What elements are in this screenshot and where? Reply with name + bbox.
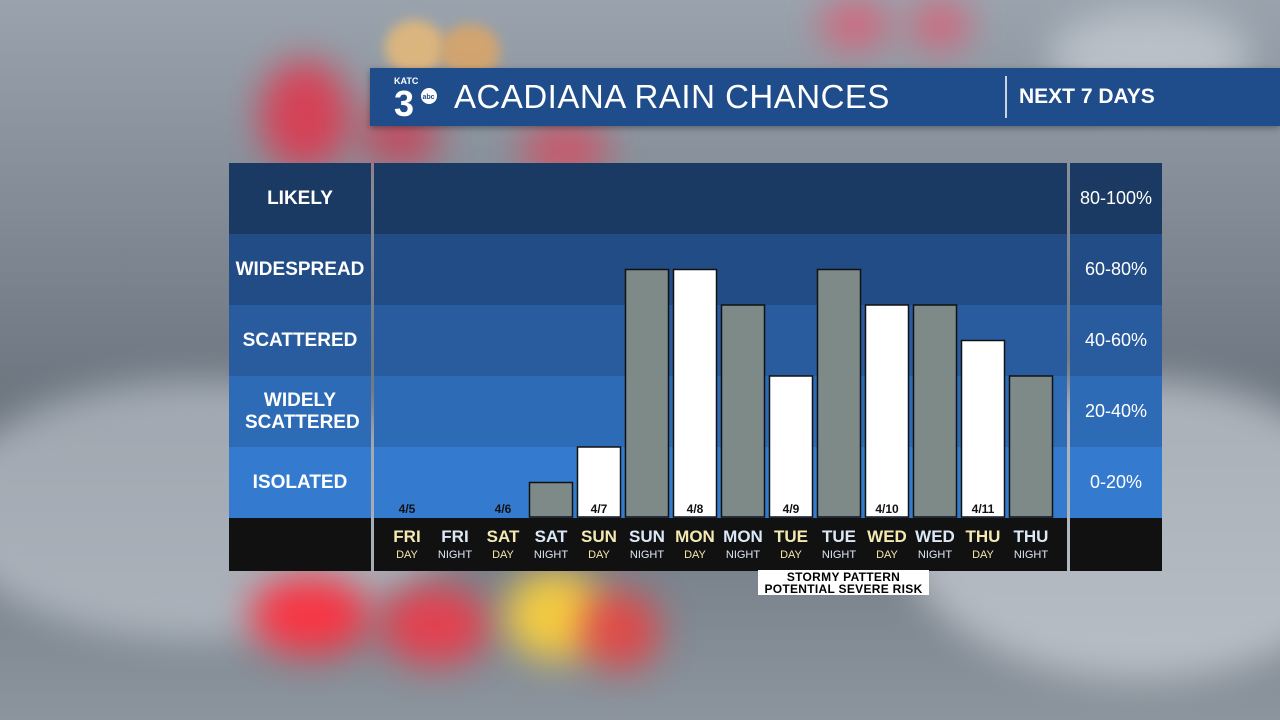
x-tick-part-thu-night: NIGHT — [1014, 549, 1049, 561]
bar-wed-night — [912, 304, 958, 518]
x-tick-part-tue-day: DAY — [780, 549, 802, 561]
x-tick-sun-day: SUN — [581, 527, 617, 546]
bar-sun-day — [576, 446, 622, 518]
bar-wed-day — [864, 304, 910, 518]
bar-tue-day — [768, 375, 814, 518]
x-axis-labels: FRI DAY FRI NIGHT SAT DAY SAT NIGHT SUN DAY SUN NIG… — [393, 527, 1049, 561]
date-label-sun: 4/7 — [591, 502, 608, 516]
date-label-wed: 4/10 — [875, 502, 899, 516]
x-tick-sat-night: SAT — [535, 527, 568, 546]
band-label-widely-scattered: WIDELY SCATTERED — [229, 376, 371, 447]
chart-subtitle: NEXT 7 DAYS — [1019, 85, 1155, 108]
x-tick-part-fri-day: DAY — [396, 549, 418, 561]
band-label-widespread: WIDESPREAD — [229, 234, 371, 305]
x-tick-sat-day: SAT — [487, 527, 520, 546]
x-tick-part-wed-day: DAY — [876, 549, 898, 561]
severe-risk-annotation: STORMY PATTERN POTENTIAL SEVERE RISK — [758, 570, 929, 595]
svg-text:3: 3 — [394, 83, 414, 120]
x-tick-mon-day: MON — [675, 527, 715, 546]
band-range-likely: 80-100% — [1070, 163, 1162, 234]
x-tick-part-sat-day: DAY — [492, 549, 514, 561]
x-axis: FRI DAY FRI NIGHT SAT DAY SAT NIGHT SUN DAY SUN NIG… — [374, 518, 1067, 571]
band-label-isolated: ISOLATED — [229, 447, 371, 518]
bar-thu-day — [960, 339, 1006, 518]
x-tick-part-sat-night: NIGHT — [534, 549, 569, 561]
bar-sun-night — [624, 268, 670, 518]
x-tick-thu-night: THU — [1014, 527, 1049, 546]
x-tick-thu-day: THU — [966, 527, 1001, 546]
x-tick-part-wed-night: NIGHT — [918, 549, 953, 561]
x-tick-part-mon-day: DAY — [684, 549, 706, 561]
bar-thu-night — [1008, 375, 1054, 518]
x-tick-sun-night: SUN — [629, 527, 665, 546]
x-tick-part-sun-day: DAY — [588, 549, 610, 561]
header-divider — [1005, 76, 1007, 118]
percent-panel-footer — [1070, 518, 1162, 571]
date-label-tue: 4/9 — [783, 502, 800, 516]
x-tick-fri-day: FRI — [393, 527, 420, 546]
rain-chance-plot: 4/5 4/6 4/7 4/8 4/9 4/10 4/11 FRI DAY FRI NIGHT SA… — [374, 163, 1067, 571]
date-label-fri: 4/5 — [399, 502, 416, 516]
x-tick-part-mon-night: NIGHT — [726, 549, 761, 561]
date-label-thu: 4/11 — [972, 502, 995, 516]
category-panel-footer — [229, 518, 371, 571]
x-tick-wed-day: WED — [867, 527, 907, 546]
chart-title: ACADIANA RAIN CHANCES — [454, 78, 890, 115]
band-range-widely-scattered: 20-40% — [1070, 376, 1162, 447]
band-range-scattered: 40-60% — [1070, 305, 1162, 376]
band-widespread — [374, 234, 1067, 305]
x-tick-tue-day: TUE — [774, 527, 808, 546]
x-tick-part-fri-night: NIGHT — [438, 549, 473, 561]
svg-text:KATC: KATC — [394, 76, 419, 86]
band-label-likely: LIKELY — [229, 163, 371, 234]
x-tick-tue-night: TUE — [822, 527, 856, 546]
band-range-isolated: 0-20% — [1070, 447, 1162, 518]
katc-logo-icon: KATC 3 abc — [394, 76, 437, 120]
bar-sat-night — [528, 481, 574, 518]
category-panel: LIKELY WIDESPREAD SCATTERED WIDELY SCATT… — [229, 163, 371, 571]
svg-text:abc: abc — [423, 94, 435, 101]
band-label-scattered: SCATTERED — [229, 305, 371, 376]
x-tick-wed-night: WED — [915, 527, 955, 546]
header-bar: KATC 3 abc ACADIANA RAIN CHANCES NEXT 7 … — [370, 68, 1280, 126]
x-tick-mon-night: MON — [723, 527, 763, 546]
x-tick-fri-night: FRI — [441, 527, 468, 546]
x-tick-part-sun-night: NIGHT — [630, 549, 665, 561]
band-likely — [374, 163, 1067, 234]
date-label-sat: 4/6 — [495, 502, 512, 516]
bar-mon-day — [672, 268, 718, 518]
x-tick-part-thu-day: DAY — [972, 549, 994, 561]
date-label-mon: 4/8 — [687, 502, 704, 516]
bar-mon-night — [720, 304, 766, 518]
band-range-widespread: 60-80% — [1070, 234, 1162, 305]
percent-panel: 80-100% 60-80% 40-60% 20-40% 0-20% — [1070, 163, 1162, 571]
bar-chart-svg: 4/5 4/6 4/7 4/8 4/9 4/10 4/11 — [374, 163, 1067, 518]
x-tick-part-tue-night: NIGHT — [822, 549, 857, 561]
bar-tue-night — [816, 268, 862, 518]
